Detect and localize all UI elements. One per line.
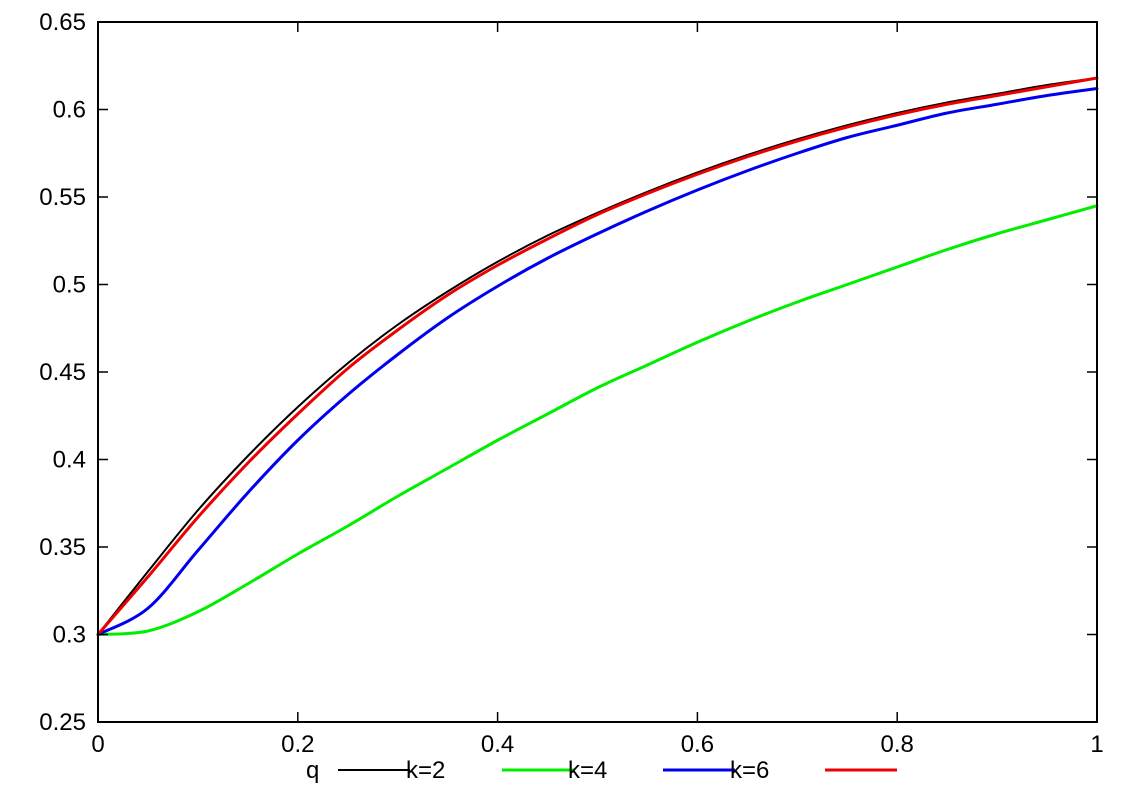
x-tick-label: 0 [91, 731, 104, 758]
y-tick-label: 0.65 [39, 9, 86, 36]
x-tick-label: 0.2 [281, 731, 314, 758]
legend-label-2: k=4 [568, 757, 607, 784]
y-tick-label: 0.55 [39, 184, 86, 211]
y-tick-label: 0.3 [53, 622, 86, 649]
legend-label-3: k=6 [730, 757, 769, 784]
x-tick-label: 0.8 [881, 731, 914, 758]
x-tick-label: 1 [1090, 731, 1103, 758]
series-line-2 [96, 204, 1099, 636]
y-tick-label: 0.25 [39, 709, 86, 736]
plot-frame [97, 21, 1098, 723]
legend-prefix: q [306, 757, 319, 784]
y-tick-label: 0.4 [53, 447, 86, 474]
x-tick-label: 0.4 [481, 731, 514, 758]
legend: q k=2 k=4 k=6 [306, 757, 897, 784]
series-line-1 [97, 77, 1098, 636]
tick-layer: 0 0.2 0.4 0.6 0.8 1 0.25 0.3 0.35 0.4 0.45 0.5 0.55 0… [39, 9, 1103, 758]
legend-label-1: k=2 [406, 757, 445, 784]
y-tick-label: 0.45 [39, 359, 86, 386]
series-layer [96, 76, 1099, 636]
y-tick-label: 0.35 [39, 534, 86, 561]
y-tick-label: 0.5 [53, 272, 86, 299]
y-tick-label: 0.6 [53, 97, 86, 124]
x-tick-label: 0.6 [681, 731, 714, 758]
series-line-3 [96, 87, 1099, 636]
series-line-4 [96, 76, 1099, 636]
